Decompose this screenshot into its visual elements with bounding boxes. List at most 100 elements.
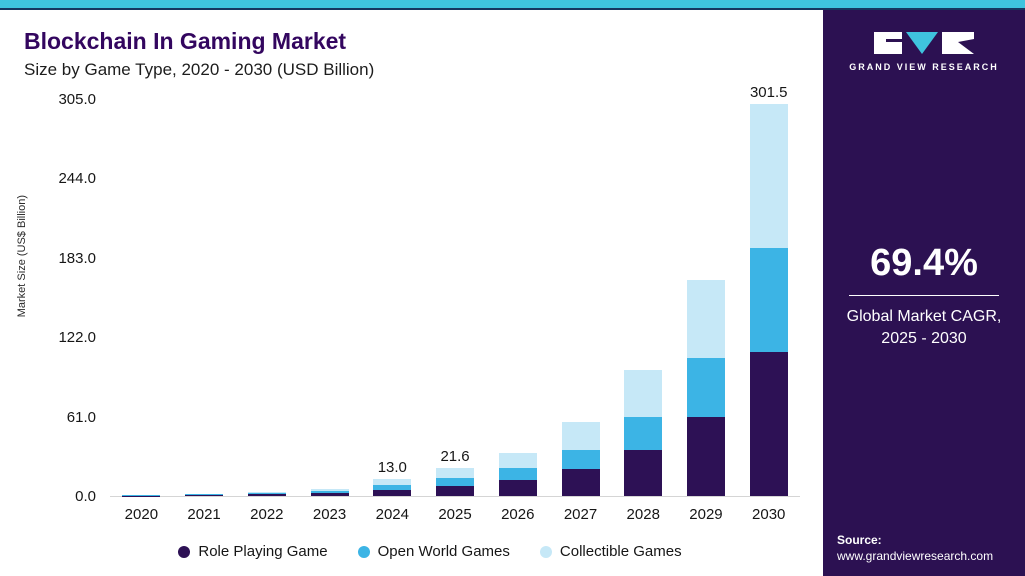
bar-segment: [310, 489, 349, 492]
bar-segment: [561, 469, 600, 496]
legend-dot-icon: [539, 545, 552, 558]
top-accent-bar: [0, 0, 1025, 8]
bar-column-2024: 13.0: [361, 100, 424, 496]
y-tick-label: 244.0: [58, 170, 96, 188]
cagr-divider: [849, 295, 999, 296]
bar-segment: [185, 495, 224, 496]
bar-stack: [436, 467, 475, 496]
source-url[interactable]: www.grandviewresearch.com: [837, 549, 994, 563]
chart-legend: Role Playing Game Open World Games Collect…: [60, 543, 800, 560]
bar-column-2027: [549, 100, 612, 496]
x-tick-label: 2021: [187, 506, 221, 523]
y-tick-label: 61.0: [66, 408, 96, 426]
y-tick-label: 0.0: [75, 488, 96, 505]
bar-segment: [749, 103, 788, 249]
bar-segment: [436, 485, 475, 496]
y-tick-label: 183.0: [58, 249, 96, 267]
legend-label: Collectible Games: [559, 543, 682, 560]
bar-stack: [749, 103, 788, 496]
legend-dot-icon: [178, 545, 191, 558]
bar-segment: [247, 493, 286, 495]
bar-column-2023: [298, 100, 361, 496]
legend-label: Open World Games: [377, 543, 510, 560]
cagr-label-line2: 2025 - 2030: [881, 330, 967, 347]
legend-item: Role Playing Game: [178, 543, 328, 560]
bar-total-label: 13.0: [377, 459, 407, 477]
y-tick-label: 305.0: [58, 91, 96, 108]
bar-segment: [373, 485, 412, 490]
source-block: Source: www.grandviewresearch.com: [837, 532, 993, 564]
bar-segment: [686, 279, 725, 359]
legend-dot-icon: [357, 545, 370, 558]
legend-item: Collectible Games: [539, 543, 682, 560]
bar-total-label: 301.5: [749, 83, 788, 101]
bar-segment: [185, 493, 224, 495]
bar-column-2028: [612, 100, 675, 496]
bar-segment: [373, 489, 412, 496]
bar-segment: [436, 477, 475, 486]
page-subtitle: Size by Game Type, 2020 - 2030 (USD Bill…: [24, 60, 375, 79]
legend-label: Role Playing Game: [198, 543, 328, 560]
bar-stack: [122, 494, 161, 496]
x-tick-label: 2028: [626, 506, 660, 523]
x-tick-label: 2030: [752, 506, 786, 523]
x-tick-label: 2025: [438, 506, 472, 523]
bar-segment: [373, 479, 412, 486]
bar-segment: [624, 449, 663, 496]
source-label: Source:: [837, 533, 882, 547]
x-tick-label: 2029: [689, 506, 723, 523]
chart-panel: Blockchain In Gaming Market Size by Game…: [0, 10, 823, 576]
bar-column-2021: [173, 100, 236, 496]
bar-segment: [749, 248, 788, 352]
bar-segment: [498, 453, 537, 469]
bar-segment: [436, 467, 475, 478]
page-title: Blockchain In Gaming Market: [24, 28, 347, 54]
bar-stack: [624, 369, 663, 496]
bar-segment: [624, 369, 663, 417]
x-tick-label: 2026: [501, 506, 535, 523]
bar-total-label: 21.6: [440, 447, 470, 465]
bar-column-2026: [486, 100, 549, 496]
y-axis-ticks: 0.0 61.0 122.0 183.0 244.0 305.0: [30, 91, 102, 505]
bar-stack: [310, 489, 349, 496]
x-tick-label: 2022: [250, 506, 284, 523]
stacked-bar-plot-area: 13.0 21.6 301.5: [110, 84, 800, 497]
bar-segment: [749, 351, 788, 496]
y-axis-label: Market Size (US$ Billion): [16, 195, 28, 318]
bar-segment: [122, 495, 161, 496]
bar-segment: [686, 358, 725, 418]
bar-column-2029: [675, 100, 738, 496]
cagr-value: 69.4%: [870, 242, 978, 284]
bar-segment: [310, 491, 349, 494]
bar-segment: [561, 449, 600, 470]
gvr-logo: GRAND VIEW RESEARCH: [823, 30, 1025, 72]
bar-stack: [561, 422, 600, 496]
x-tick-label: 2024: [375, 506, 409, 523]
x-tick-label: 2020: [124, 506, 159, 523]
bar-segment: [498, 468, 537, 480]
bar-segment: [686, 417, 725, 496]
legend-item: Open World Games: [357, 543, 510, 560]
x-axis-ticks: 2020 2021 2022 2023 2024 2025 2026 2027 2028 2029…: [110, 506, 800, 523]
content: Blockchain In Gaming Market Size by Game…: [0, 10, 1025, 576]
bar-segment: [561, 422, 600, 450]
top-accent-edge: [0, 8, 1025, 10]
sidebar: GRAND VIEW RESEARCH 69.4% Global Market …: [823, 10, 1025, 576]
bar-segment: [247, 492, 286, 494]
gvr-logo-icon: [874, 32, 974, 54]
gvr-logo-text: GRAND VIEW RESEARCH: [849, 62, 999, 72]
bar-segment: [310, 493, 349, 496]
cagr-block: 69.4% Global Market CAGR, 2025 - 2030: [823, 242, 1025, 350]
bar-column-2020: [110, 100, 173, 496]
x-tick-label: 2023: [312, 506, 347, 523]
cagr-label-line1: Global Market CAGR,: [846, 308, 1002, 325]
bar-segment: [185, 494, 224, 496]
bar-stack: [373, 479, 412, 496]
bar-stack: [247, 492, 286, 496]
bar-column-2022: [235, 100, 298, 496]
bar-stack: [185, 493, 224, 496]
bar-stack: [686, 279, 725, 496]
bar-segment: [247, 494, 286, 496]
bar-column-2030: 301.5: [737, 84, 800, 496]
